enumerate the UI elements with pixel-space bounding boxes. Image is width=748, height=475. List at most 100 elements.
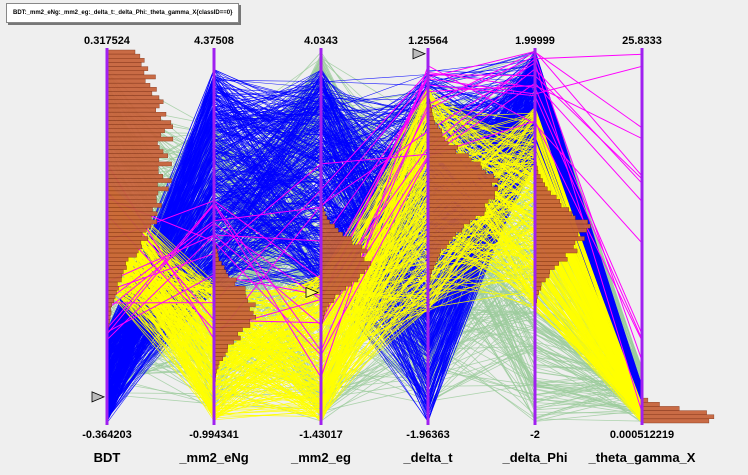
histogram-bar — [427, 165, 482, 171]
axis-min-label: -1.96363 — [406, 429, 449, 441]
axes-layer — [105, 48, 644, 425]
histogram-bar — [106, 87, 157, 92]
range-marker-triangle — [305, 286, 320, 299]
histogram-bar — [106, 186, 169, 192]
histogram-bar — [106, 70, 145, 75]
histogram-bar — [427, 178, 499, 183]
histogram-bar — [106, 116, 161, 121]
histogram-bar — [534, 277, 546, 283]
histogram-bar — [106, 257, 129, 262]
histogram-bar — [106, 49, 136, 55]
blue-data-line — [106, 58, 643, 403]
histogram-bar — [106, 190, 159, 196]
yellow-data-line — [106, 262, 643, 423]
histogram-bar — [106, 178, 172, 183]
histogram-bar — [427, 136, 445, 142]
histogram-bar — [106, 219, 157, 225]
histogram-bar — [213, 269, 227, 275]
histogram-bar — [106, 107, 156, 113]
histogram-bar — [106, 236, 148, 241]
histogram-bar — [213, 298, 248, 304]
histogram-bar — [427, 207, 486, 212]
magenta-data-line — [106, 53, 643, 333]
histogram-bar — [641, 410, 707, 415]
histogram-bar — [534, 257, 568, 262]
histogram-bar — [213, 281, 236, 287]
histogram-bar — [427, 174, 495, 179]
yellow-data-line — [106, 136, 643, 423]
histogram-bar — [427, 227, 463, 233]
histogram-bar — [106, 252, 137, 258]
histogram-bar — [213, 310, 254, 316]
yellow-data-line — [106, 263, 643, 406]
histogram-bar — [534, 252, 566, 258]
axis-name-label: _theta_gamma_X — [588, 450, 696, 465]
histogram-bar — [213, 273, 229, 279]
histogram-bar — [427, 248, 442, 254]
histogram-bar — [106, 78, 146, 84]
histogram-bar — [106, 269, 124, 275]
histogram-bar — [106, 53, 141, 59]
histogram-bar — [320, 232, 343, 237]
histogram-bar — [534, 244, 574, 250]
histogram-bar — [534, 236, 585, 241]
range-marker-triangle — [412, 48, 427, 60]
histogram-bar — [427, 194, 496, 200]
histogram-bar — [106, 240, 142, 245]
histogram-bar — [427, 190, 495, 196]
histogram-bar — [106, 174, 163, 179]
histograms-layer — [106, 49, 715, 424]
yellow-data-line — [106, 242, 643, 410]
histogram-bar — [106, 62, 142, 67]
histogram-bar — [106, 211, 158, 216]
histogram-bar — [106, 227, 147, 233]
histogram-bar — [106, 273, 123, 279]
axis-max-label: 4.0343 — [304, 35, 338, 47]
histogram-bar — [106, 66, 149, 71]
histogram-bar — [320, 227, 339, 233]
histogram-bar — [534, 186, 548, 192]
histogram-bar — [106, 128, 165, 133]
histogram-bar — [320, 236, 352, 241]
histogram-bar — [534, 273, 550, 279]
histogram-bar — [534, 194, 557, 200]
yellow-data-line — [106, 155, 643, 421]
axis-min-label: -0.994341 — [189, 429, 239, 441]
magenta-data-line — [106, 55, 643, 361]
histogram-bar — [641, 414, 715, 420]
histogram-bar — [213, 302, 256, 308]
histogram-bar — [106, 58, 145, 63]
magenta-data-line — [106, 71, 643, 335]
histogram-bar — [106, 161, 172, 167]
histogram-bar — [534, 227, 587, 233]
histogram-bar — [534, 232, 579, 237]
histogram-bar — [641, 406, 680, 411]
chart-title: BDT:_mm2_eNg:_mm2_eg:_delta_t:_delta_Phi… — [6, 3, 240, 23]
histogram-bar — [106, 265, 127, 270]
yellow-data-line — [106, 133, 643, 421]
histogram-bar — [427, 198, 489, 204]
yellow-data-line — [106, 115, 643, 423]
histogram-bar — [106, 169, 159, 175]
yellow-data-line — [106, 114, 643, 412]
histogram-bar — [106, 277, 122, 283]
histogram-bar — [427, 232, 456, 237]
histogram-bar — [320, 286, 347, 291]
magenta-data-line — [106, 84, 643, 341]
magenta-data-line — [106, 120, 643, 341]
histogram-bar — [641, 402, 660, 407]
histogram-bar — [106, 91, 153, 96]
histogram-bar — [106, 182, 158, 187]
histogram-bar — [534, 248, 578, 254]
yellow-data-line — [106, 249, 643, 410]
yellow-data-line — [106, 132, 643, 420]
axis-max-label: 4.37508 — [194, 35, 234, 47]
histogram-bar — [427, 252, 440, 258]
histogram-bar — [320, 273, 360, 279]
histogram-bar — [427, 182, 492, 187]
yellow-data-line — [106, 233, 643, 413]
histogram-bar — [427, 169, 486, 175]
histogram-bar — [106, 153, 168, 158]
histogram-bar — [106, 194, 157, 200]
histogram-bar — [427, 128, 443, 133]
